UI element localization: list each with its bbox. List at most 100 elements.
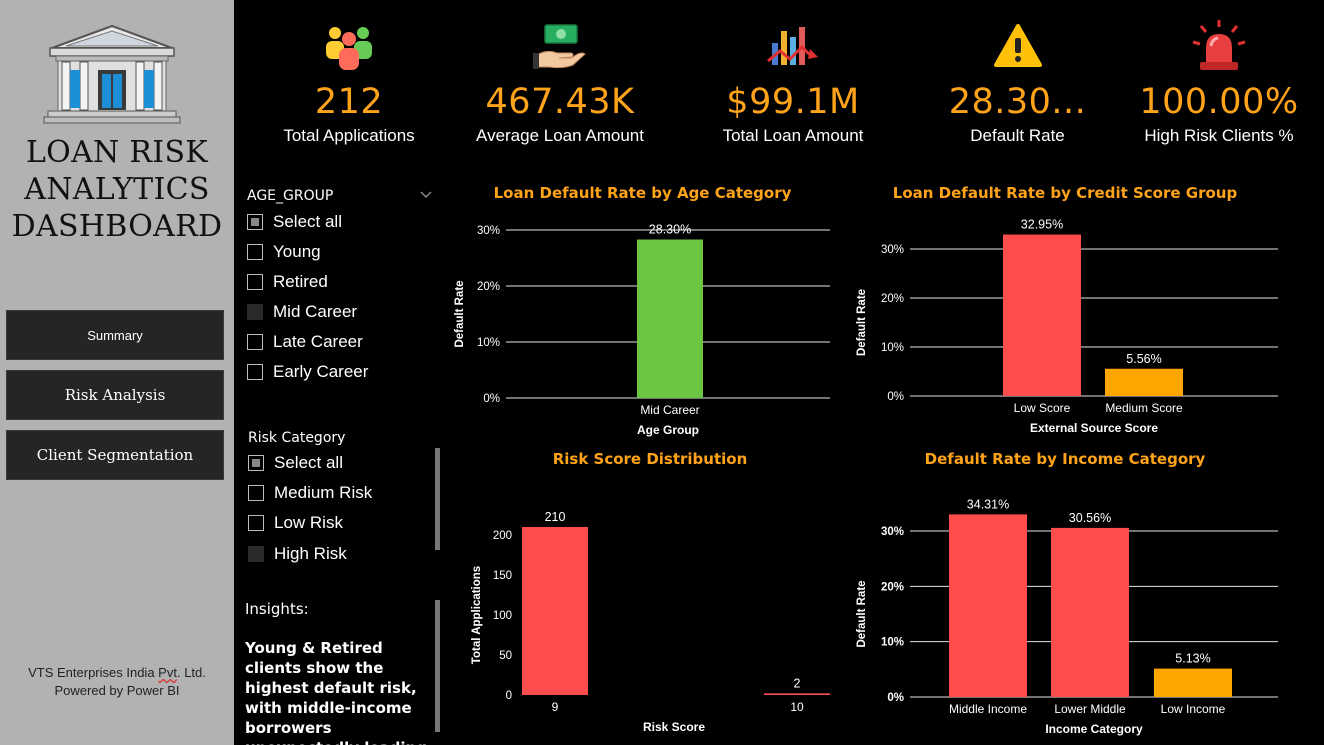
age-slicer-young[interactable]: Young <box>247 242 321 262</box>
y-tick-label: 30% <box>477 225 500 237</box>
risk-slicer-high[interactable]: High Risk <box>248 544 347 564</box>
kpi-value: 100.00% <box>1139 82 1299 122</box>
nav-summary-button[interactable]: Summary <box>6 310 224 360</box>
bar[interactable] <box>949 514 1027 697</box>
y-tick-label: 0% <box>887 692 904 704</box>
data-label: 210 <box>545 510 566 524</box>
bar-chart-icon <box>708 18 878 74</box>
risk-slicer-medium[interactable]: Medium Risk <box>248 483 372 503</box>
slicer-item-label: Medium Risk <box>274 483 373 502</box>
y-tick-label: 20% <box>881 293 904 305</box>
age-group-slicer-title: AGE_GROUP <box>247 188 334 204</box>
footer-company-part: VTS Enterprises India <box>28 665 159 680</box>
slicer-item-label: Young <box>273 242 321 261</box>
risk-slicer-select-all[interactable]: Select all <box>248 453 343 473</box>
chart-title-age: Loan Default Rate by Age Category <box>493 184 792 202</box>
x-tick-label: 9 <box>552 700 559 714</box>
chevron-down-icon[interactable] <box>419 190 433 200</box>
x-tick-label: Low Score <box>1014 401 1071 415</box>
y-tick-label: 10% <box>881 342 904 354</box>
y-tick-label: 0% <box>483 393 500 405</box>
y-tick-label: 20% <box>477 281 500 293</box>
kpi-high-risk-clients: 100.00% High Risk Clients % <box>1138 18 1300 146</box>
slicer-item-label: Select all <box>274 453 343 472</box>
kpi-value: 28.30... <box>948 82 1087 122</box>
age-slicer-early-career[interactable]: Early Career <box>247 362 368 382</box>
checkbox[interactable] <box>247 364 263 380</box>
slicer-item-label: Late Career <box>273 332 363 351</box>
data-label: 5.56% <box>1126 352 1161 366</box>
slicer-item-label: Retired <box>273 272 328 291</box>
age-slicer-select-all[interactable]: Select all <box>247 212 342 232</box>
kpi-total-applications: 212 Total Applications <box>264 18 434 146</box>
kpi-label: Total Loan Amount <box>722 126 864 145</box>
age-slicer-retired[interactable]: Retired <box>247 272 328 292</box>
footer-company-part: Pvt <box>158 665 177 680</box>
bar[interactable] <box>1154 668 1232 697</box>
slicer-item-label: Early Career <box>273 362 369 381</box>
risk-slicer-low[interactable]: Low Risk <box>248 513 343 533</box>
app-title: LOAN RISK ANALYTICS DASHBOARD <box>0 134 234 245</box>
checkbox[interactable] <box>248 546 264 562</box>
chart-title-risk: Risk Score Distribution <box>552 450 748 468</box>
risk-slicer-scrollbar[interactable] <box>435 448 440 550</box>
y-axis-title: Default Rate <box>856 580 868 647</box>
kpi-total-loan-amount: $99.1M Total Loan Amount <box>708 18 878 146</box>
kpi-value: 212 <box>314 82 384 122</box>
checkbox[interactable] <box>247 244 263 260</box>
bar[interactable] <box>522 527 588 695</box>
checkbox[interactable] <box>247 274 263 290</box>
insights-scrollbar[interactable] <box>435 600 440 732</box>
data-label: 30.56% <box>1069 511 1111 525</box>
nav-client-segmentation-button[interactable]: Client Segmentation <box>6 430 224 480</box>
age-slicer-late-career[interactable]: Late Career <box>247 332 363 352</box>
checkbox[interactable] <box>248 455 264 471</box>
x-tick-label: Medium Score <box>1105 401 1183 415</box>
insights-text: Young & Retired clients show the highest… <box>245 639 427 745</box>
data-label: 28.30% <box>649 223 691 237</box>
footer-powered-by: Powered by Power BI <box>54 683 180 698</box>
y-axis-title: Default Rate <box>856 289 868 356</box>
siren-icon <box>1138 18 1300 74</box>
money-hand-icon <box>470 18 650 74</box>
age-slicer-mid-career[interactable]: Mid Career <box>247 302 357 322</box>
bar[interactable] <box>1003 234 1081 396</box>
data-label: 32.95% <box>1021 218 1063 232</box>
kpi-label: High Risk Clients % <box>1144 126 1294 145</box>
y-tick-label: 50 <box>499 650 512 662</box>
bar[interactable] <box>637 239 703 398</box>
app-title-line: DASHBOARD <box>11 209 223 244</box>
checkbox[interactable] <box>247 304 263 320</box>
kpi-label: Default Rate <box>970 126 1065 145</box>
warning-icon <box>940 18 1095 74</box>
x-tick-label: Mid Career <box>640 403 699 417</box>
y-tick-label: 150 <box>493 570 512 582</box>
checkbox[interactable] <box>247 214 263 230</box>
x-axis-title: Income Category <box>1045 722 1143 736</box>
x-tick-label: Lower Middle <box>1054 702 1126 716</box>
risk-category-slicer-title: Risk Category <box>248 430 346 446</box>
checkbox[interactable] <box>248 515 264 531</box>
slicer-item-label: Low Risk <box>274 513 343 532</box>
bar[interactable] <box>1105 368 1183 396</box>
y-tick-label: 10% <box>477 337 500 349</box>
insights-title: Insights: <box>245 600 309 618</box>
y-tick-label: 20% <box>881 581 904 593</box>
bar[interactable] <box>764 693 830 695</box>
checkbox[interactable] <box>247 334 263 350</box>
sidebar: LOAN RISK ANALYTICS DASHBOARD Summary Ri… <box>0 0 234 745</box>
y-tick-label: 10% <box>881 637 904 649</box>
nav-risk-analysis-button[interactable]: Risk Analysis <box>6 370 224 420</box>
kpi-average-loan-amount: 467.43K Average Loan Amount <box>470 18 650 146</box>
footer-company: VTS Enterprises India Pvt. Ltd. <box>0 664 234 682</box>
bar[interactable] <box>1051 527 1129 697</box>
x-axis-title: Risk Score <box>643 720 705 734</box>
checkbox[interactable] <box>248 485 264 501</box>
y-tick-label: 30% <box>881 244 904 256</box>
x-tick-label: Low Income <box>1161 702 1226 716</box>
slicer-item-label: Select all <box>273 212 342 231</box>
people-icon <box>264 18 434 74</box>
income-default-rate-chart: 0% 10% 20% 30% 34.31% Middle Income 30.56% Lowe… <box>856 497 1278 736</box>
footer-company-part: . Ltd. <box>176 665 206 680</box>
x-axis-title: Age Group <box>637 423 699 437</box>
